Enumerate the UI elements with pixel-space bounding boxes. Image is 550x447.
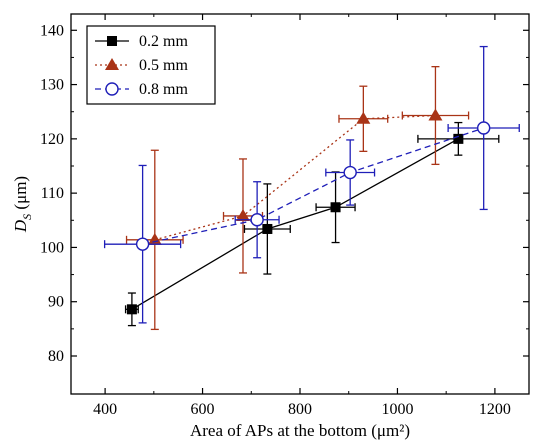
data-point: [343, 165, 357, 180]
y-axis-title: DS (μm): [11, 176, 34, 233]
y-tick-label: 130: [40, 77, 64, 94]
y-axis-title-subscript: S: [20, 214, 34, 220]
legend-marker: [107, 36, 117, 46]
series-line: [142, 127, 484, 245]
y-tick-label: 100: [40, 239, 64, 256]
data-point: [147, 232, 162, 245]
x-tick-label: 600: [191, 401, 215, 418]
data-point: [356, 111, 371, 124]
x-tick-label: 1200: [479, 401, 511, 418]
legend: 0.2 mm 0.5 mm 0.8 mm: [86, 25, 216, 105]
series-0_2-mm: [124, 121, 500, 327]
data-point: [428, 108, 443, 121]
x-tick-label: 400: [93, 401, 117, 418]
legend-label: 0.2 mm: [139, 33, 188, 50]
data-point: [126, 304, 137, 315]
legend-label: 0.5 mm: [139, 57, 188, 74]
y-axis-title-main: D: [11, 219, 30, 233]
series-line: [131, 138, 459, 310]
legend-label: 0.8 mm: [139, 81, 188, 98]
y-tick-label: 140: [40, 22, 64, 39]
y-tick-label: 120: [40, 131, 64, 148]
x-axis-title: Area of APs at the bottom (μm²): [190, 421, 410, 440]
data-point: [235, 208, 250, 221]
data-point: [135, 237, 150, 251]
legend-marker: [105, 82, 119, 96]
data-point: [453, 133, 464, 144]
series-0_5-mm: [125, 66, 470, 331]
series-0_8-mm: [103, 45, 520, 324]
y-tick-label: 110: [41, 185, 64, 202]
x-tick-label: 800: [288, 401, 312, 418]
series-line: [154, 114, 436, 241]
data-point: [330, 202, 341, 213]
data-point: [262, 223, 273, 234]
y-axis-title-unit: (μm): [11, 176, 30, 214]
y-tick-label: 90: [48, 294, 64, 311]
legend-marker: [105, 58, 119, 70]
data-point: [476, 121, 491, 135]
x-tick-label: 1000: [381, 401, 413, 418]
y-tick-label: 80: [48, 348, 64, 365]
data-point: [250, 213, 264, 227]
